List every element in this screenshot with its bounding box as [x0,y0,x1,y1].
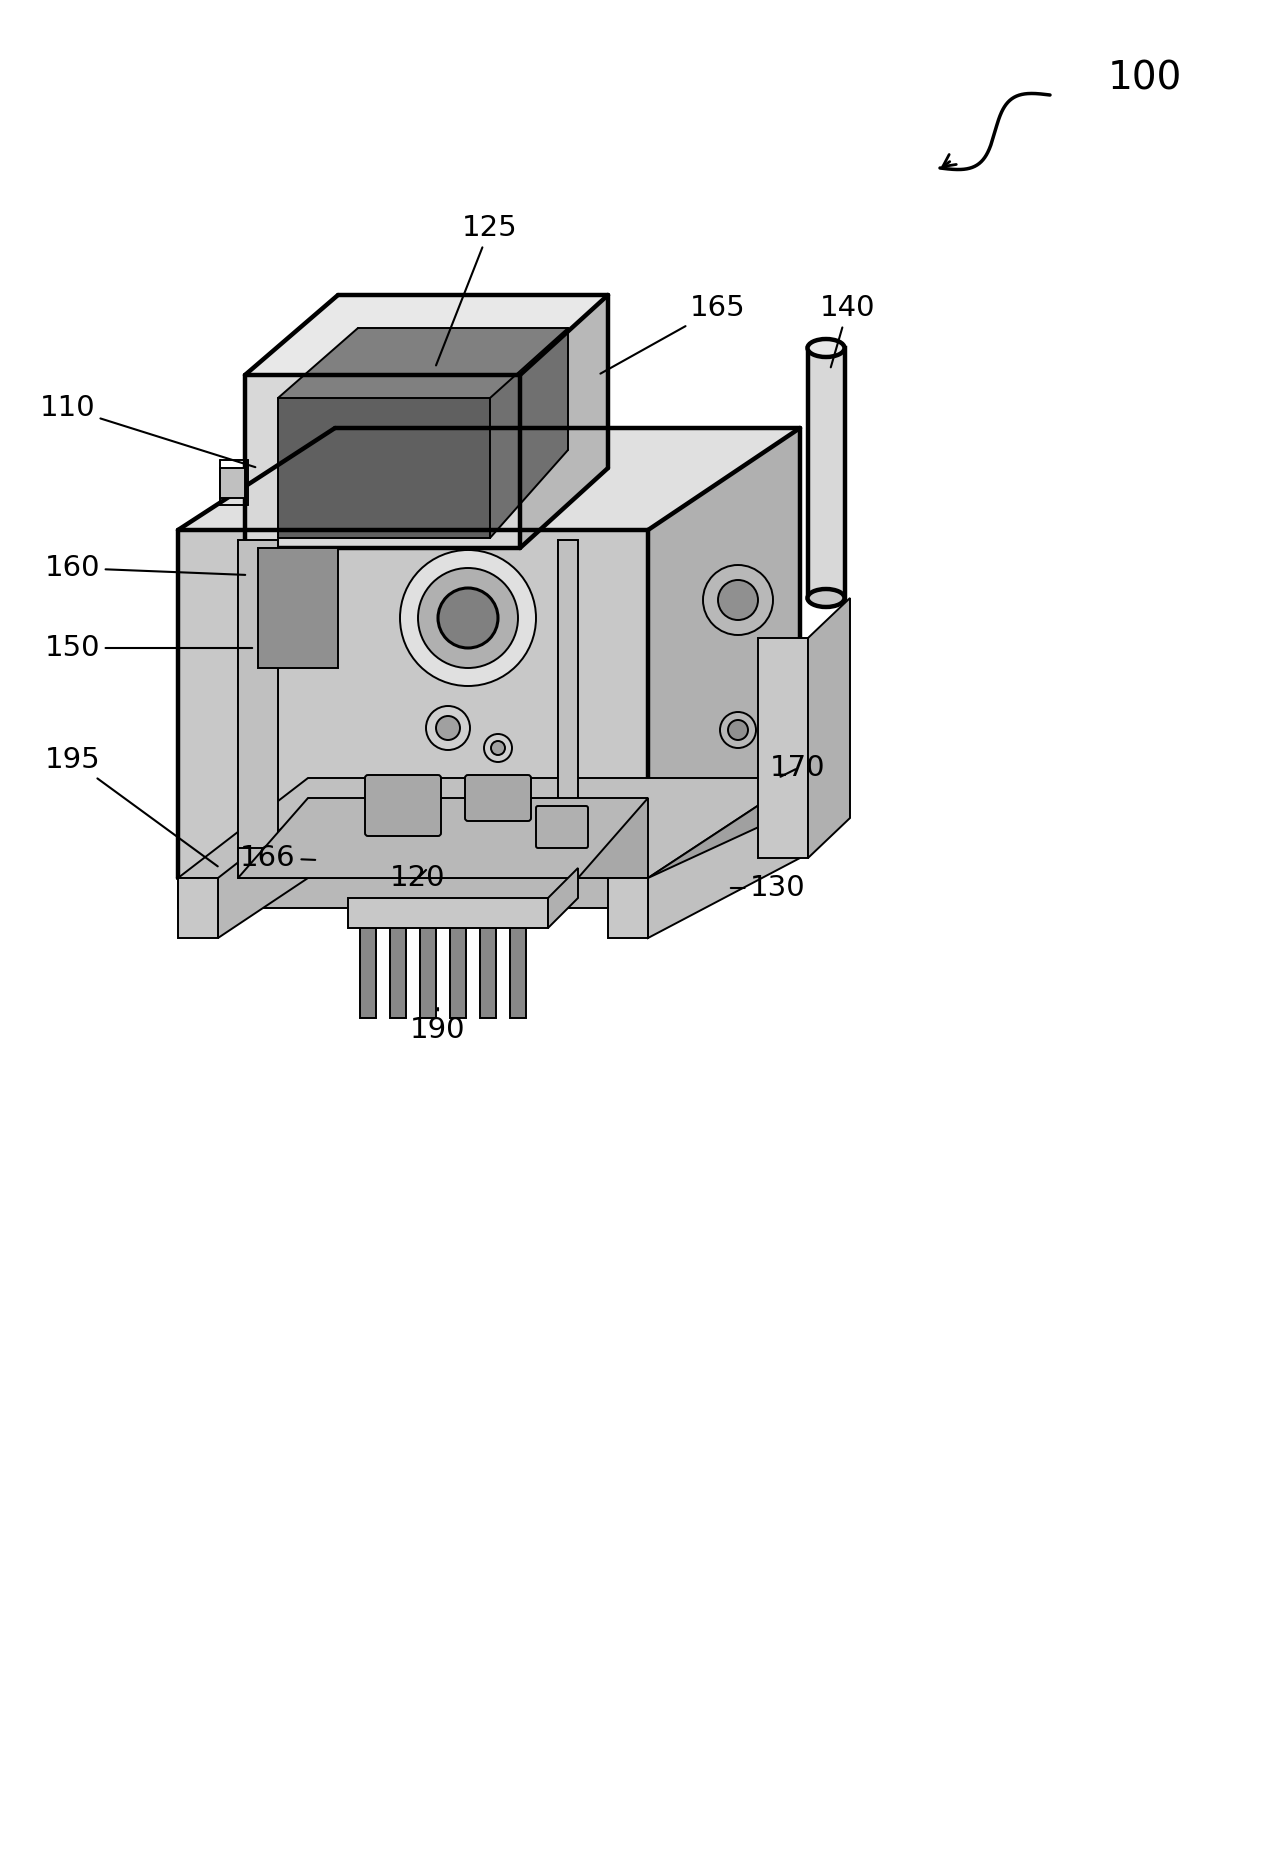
Polygon shape [360,909,376,1019]
Polygon shape [239,539,278,868]
Circle shape [436,717,461,741]
Polygon shape [219,468,245,498]
Circle shape [438,588,498,648]
Polygon shape [278,397,490,537]
Polygon shape [450,909,466,1019]
FancyBboxPatch shape [365,774,441,836]
Text: 110: 110 [40,394,255,466]
Polygon shape [578,799,648,879]
Text: 166: 166 [240,843,315,871]
Polygon shape [245,295,607,375]
Polygon shape [177,879,218,939]
Circle shape [703,565,773,634]
Polygon shape [177,879,648,909]
Polygon shape [648,808,800,939]
Polygon shape [648,778,800,909]
Polygon shape [808,347,845,597]
Polygon shape [521,295,607,549]
Polygon shape [480,909,496,1019]
Circle shape [491,741,505,756]
Text: 125: 125 [436,215,518,366]
Text: 195: 195 [45,746,218,866]
Circle shape [399,550,536,687]
Polygon shape [177,530,648,879]
Polygon shape [218,808,308,939]
Text: 160: 160 [45,554,245,582]
Text: 130: 130 [731,873,806,901]
Polygon shape [558,539,578,879]
Circle shape [484,733,512,761]
Polygon shape [258,549,338,668]
Polygon shape [278,328,568,397]
Text: 170: 170 [771,754,826,782]
Polygon shape [177,778,800,879]
Polygon shape [390,909,406,1019]
Text: 190: 190 [411,1008,466,1043]
Polygon shape [648,427,800,879]
Polygon shape [420,909,436,1019]
Polygon shape [239,847,578,879]
Polygon shape [510,909,526,1019]
Polygon shape [239,799,648,879]
Text: 165: 165 [601,295,745,373]
Polygon shape [607,879,648,939]
Circle shape [718,580,758,620]
Polygon shape [245,375,521,549]
Ellipse shape [808,340,845,356]
FancyBboxPatch shape [464,774,531,821]
Polygon shape [808,597,850,858]
Circle shape [729,720,748,741]
Circle shape [720,713,755,748]
Polygon shape [758,638,808,858]
Ellipse shape [808,590,845,606]
Text: 120: 120 [390,864,445,892]
Polygon shape [177,427,800,530]
Text: 140: 140 [820,295,875,368]
FancyBboxPatch shape [536,806,588,847]
Polygon shape [348,898,547,927]
Circle shape [419,567,518,668]
Polygon shape [490,328,568,537]
Text: 100: 100 [1108,60,1182,97]
Text: 150: 150 [45,634,253,662]
Circle shape [426,705,470,750]
Polygon shape [547,868,578,927]
